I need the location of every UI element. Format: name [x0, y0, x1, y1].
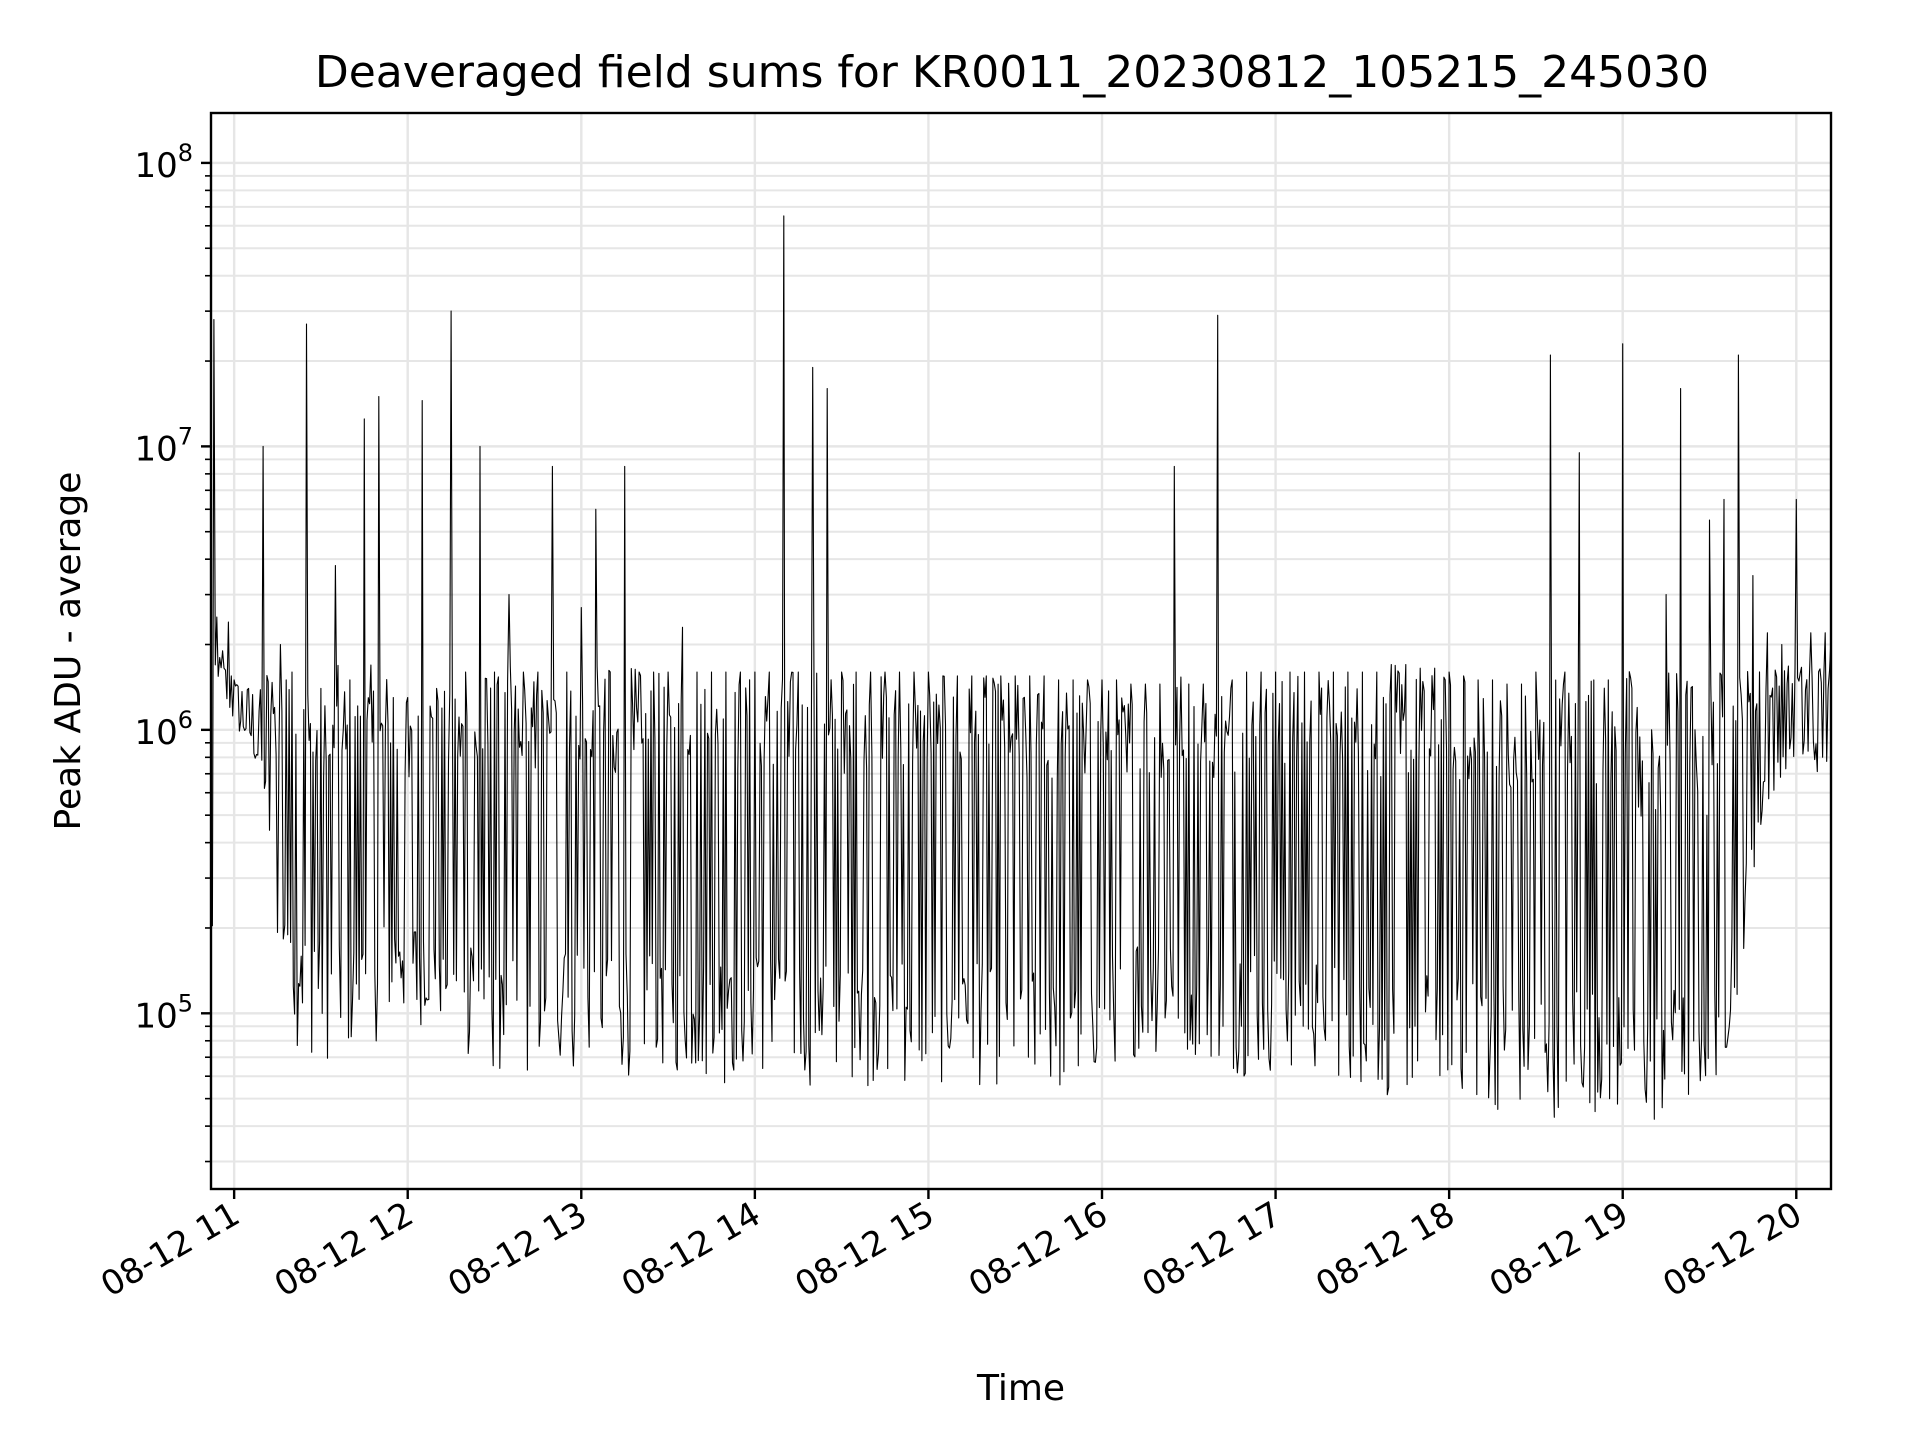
- x-tick-label: 08-12 13: [441, 1194, 593, 1305]
- y-tick-label: 106: [134, 706, 193, 753]
- x-tick-label: 08-12 18: [1309, 1194, 1461, 1305]
- x-tick-label: 08-12 16: [962, 1194, 1114, 1305]
- x-tick-label: 08-12 15: [789, 1194, 941, 1305]
- x-tick-label: 08-12 20: [1656, 1194, 1808, 1305]
- chart-title: Deaveraged field sums for KR0011_2023081…: [315, 47, 1709, 98]
- plot-frame: [209, 111, 1833, 1191]
- y-tick-label: 107: [134, 422, 193, 469]
- data-series: [210, 215, 1832, 1120]
- grid-lines: [211, 113, 1831, 1189]
- x-axis-ticks: 08-12 11 08-12 12 08-12 13 08-12 14 08-12 15…: [94, 1189, 1809, 1305]
- x-tick-label: 08-12 17: [1136, 1194, 1288, 1305]
- y-tick-label: 108: [134, 139, 193, 186]
- x-tick-label: 08-12 19: [1483, 1194, 1635, 1305]
- y-tick-label: 105: [134, 989, 193, 1036]
- y-axis-ticks: 105 106 107 108: [134, 139, 211, 1163]
- x-axis-title: Time: [976, 1368, 1065, 1409]
- x-tick-label: 08-12 14: [615, 1194, 767, 1305]
- y-axis-title: Peak ADU - average: [48, 472, 89, 831]
- x-tick-label: 08-12 12: [268, 1194, 420, 1305]
- series-line: [210, 215, 1832, 1120]
- x-tick-label: 08-12 11: [94, 1194, 246, 1305]
